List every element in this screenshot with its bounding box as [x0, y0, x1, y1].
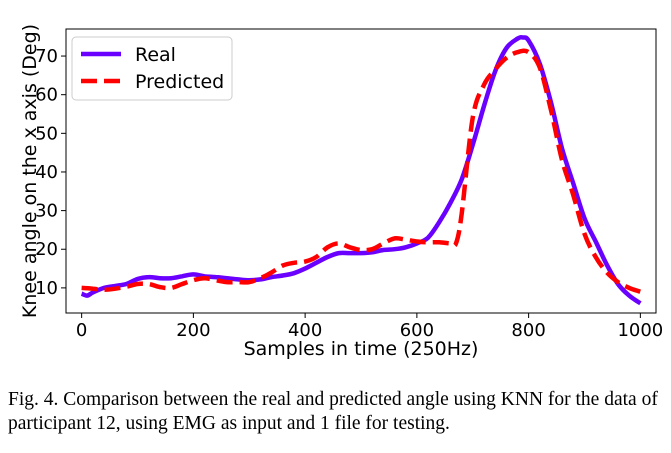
y-tick-label: 40 [35, 162, 58, 183]
y-axis-ticks: 10 20 30 40 50 60 70 [35, 46, 66, 299]
y-tick-label: 60 [35, 85, 58, 106]
x-tick-label: 200 [176, 320, 210, 341]
knee-angle-chart: 0 200 400 600 800 1000 10 20 30 40 50 60 70 Samples… [19, 24, 663, 360]
legend-label-predicted: Predicted [135, 71, 224, 93]
x-tick-label: 0 [76, 320, 87, 341]
x-axis-label: Samples in time (250Hz) [244, 338, 479, 360]
y-tick-label: 70 [35, 46, 58, 67]
series-line-predicted [81, 48, 642, 294]
y-tick-label: 20 [35, 239, 58, 260]
y-tick-label: 50 [35, 123, 58, 144]
figure-caption: Fig. 4. Comparison between the real and … [8, 389, 658, 434]
x-tick-label: 600 [400, 320, 434, 341]
x-axis-ticks: 0 200 400 600 800 1000 [76, 313, 663, 341]
series-layer [80, 35, 642, 306]
x-tick-label: 400 [288, 320, 322, 341]
y-axis-label: Knee angle on the x axis (Deg) [19, 24, 41, 318]
plot-frame [65, 28, 657, 314]
legend: Real Predicted [71, 36, 233, 101]
legend-label-real: Real [135, 44, 176, 66]
x-tick-label: 1000 [617, 320, 663, 341]
series-line-real [80, 35, 642, 306]
y-tick-label: 10 [35, 278, 58, 299]
x-tick-label: 800 [511, 320, 545, 341]
y-tick-label: 30 [35, 201, 58, 222]
